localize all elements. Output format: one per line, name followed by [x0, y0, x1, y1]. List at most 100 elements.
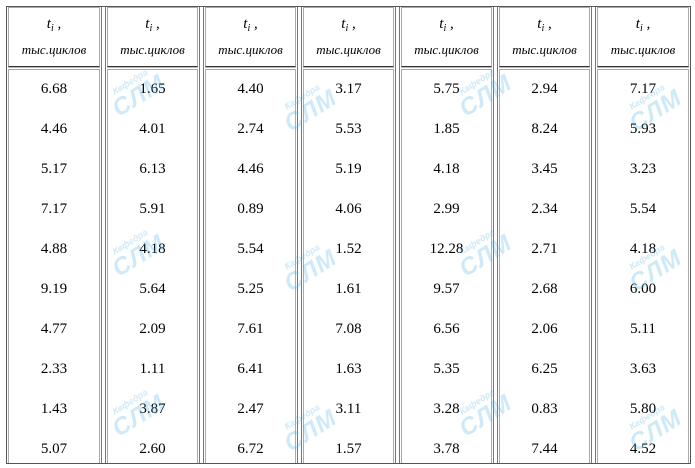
header-symbol: ti ,: [341, 16, 356, 34]
table-cell: 3.11: [335, 401, 362, 417]
header-symbol-subscript: i: [345, 23, 349, 34]
header-symbol-subscript: i: [443, 23, 447, 34]
header-symbol-letter: t: [439, 16, 444, 32]
data-table: ti , тыс.циклов 6.68 4.46 5.17 7.17 4.88 9.19 4.…: [6, 6, 691, 464]
table-cell: 4.18: [139, 241, 166, 257]
header-unit: тыс.циклов: [218, 42, 283, 57]
table-cell: 1.63: [335, 361, 362, 377]
header-symbol: ti ,: [46, 16, 62, 34]
column-header: ti , тыс.циклов: [401, 7, 492, 67]
table-cell: 12.28: [429, 241, 464, 257]
table-cell: 5.19: [335, 161, 362, 177]
table-cell: 2.34: [531, 201, 558, 217]
table-column: ti , тыс.циклов 4.40 2.74 4.46 0.89 5.54 5.25 7.…: [203, 7, 298, 463]
header-symbol: ti ,: [439, 16, 454, 34]
table-cell: 9.19: [40, 281, 68, 297]
table-cell: 4.40: [237, 81, 264, 97]
table-cell: 1.61: [335, 281, 362, 297]
table-cell: 5.93: [629, 121, 657, 137]
header-symbol: ti ,: [243, 16, 258, 34]
header-unit: тыс.циклов: [316, 42, 381, 57]
column-header: ti , тыс.циклов: [205, 7, 296, 67]
table-column: ti , тыс.циклов 5.75 1.85 4.18 2.99 12.28 9.57 6…: [399, 7, 494, 463]
column-body: 7.17 5.93 3.23 5.54 4.18 6.00 5.11 3.63 5.80 4.52: [597, 69, 689, 463]
table-cell: 6.41: [237, 361, 264, 377]
table-cell: 1.65: [139, 81, 166, 97]
table-cell: 2.60: [139, 441, 166, 457]
table-cell: 3.87: [139, 401, 166, 417]
table-column: ti , тыс.циклов 7.17 5.93 3.23 5.54 4.18 6.00 5.…: [595, 7, 690, 463]
table-cell: 0.83: [531, 401, 558, 417]
header-unit: тыс.циклов: [414, 42, 479, 57]
table-cell: 4.52: [629, 441, 657, 457]
table-cell: 2.33: [40, 361, 68, 377]
table-cell: 5.80: [629, 401, 657, 417]
table-cell: 3.63: [629, 361, 657, 377]
table-cell: 4.46: [237, 161, 264, 177]
table-cell: 6.13: [139, 161, 166, 177]
table-cell: 3.17: [335, 81, 362, 97]
table-cell: 6.00: [629, 281, 657, 297]
column-header: ti , тыс.циклов: [597, 7, 689, 67]
table-cell: 5.54: [629, 201, 657, 217]
column-header: ti , тыс.циклов: [499, 7, 590, 67]
column-body: 6.68 4.46 5.17 7.17 4.88 9.19 4.77 2.33 1.43 5.07: [8, 69, 100, 463]
table-column: ti , тыс.циклов 2.94 8.24 3.45 2.34 2.71 2.68 2.…: [497, 7, 592, 463]
column-body: 4.40 2.74 4.46 0.89 5.54 5.25 7.61 6.41 2.47 6.72: [205, 69, 296, 463]
table-cell: 2.74: [237, 121, 264, 137]
table-cell: 5.54: [237, 241, 264, 257]
table-cell: 5.35: [433, 361, 460, 377]
column-header: ti , тыс.циклов: [303, 7, 394, 67]
column-body: 1.65 4.01 6.13 5.91 4.18 5.64 2.09 1.11 3.87 2.60: [107, 69, 198, 463]
table-cell: 7.08: [335, 321, 362, 337]
header-symbol: ti ,: [145, 16, 160, 34]
table-cell: 4.88: [40, 241, 68, 257]
header-symbol-letter: t: [243, 16, 248, 32]
table-cell: 8.24: [531, 121, 558, 137]
column-header: ti , тыс.циклов: [8, 7, 100, 67]
column-body: 3.17 5.53 5.19 4.06 1.52 1.61 7.08 1.63 3.11 1.57: [303, 69, 394, 463]
table-cell: 2.94: [531, 81, 558, 97]
table-cell: 4.18: [433, 161, 460, 177]
table-cell: 2.47: [237, 401, 264, 417]
table-cell: 1.85: [433, 121, 460, 137]
header-symbol-letter: t: [145, 16, 150, 32]
header-symbol-subscript: i: [541, 23, 545, 34]
table-column: ti , тыс.циклов 1.65 4.01 6.13 5.91 4.18 5.64 2.…: [105, 7, 200, 463]
table-cell: 4.01: [139, 121, 166, 137]
table-cell: 5.17: [40, 161, 68, 177]
header-symbol: ti ,: [537, 16, 552, 34]
table-cell: 4.46: [40, 121, 68, 137]
header-unit: тыс.циклов: [21, 42, 87, 57]
table-cell: 3.45: [531, 161, 558, 177]
header-symbol-letter: t: [46, 16, 51, 32]
header-symbol-letter: t: [341, 16, 346, 32]
table-cell: 2.06: [531, 321, 558, 337]
table-cell: 7.17: [629, 81, 657, 97]
table-cell: 5.25: [237, 281, 264, 297]
table-cell: 3.28: [433, 401, 460, 417]
table-column: ti , тыс.циклов 6.68 4.46 5.17 7.17 4.88 9.19 4.…: [7, 7, 102, 463]
column-header: ti , тыс.циклов: [107, 7, 198, 67]
table-cell: 4.06: [335, 201, 362, 217]
table-cell: 9.57: [433, 281, 460, 297]
table-cell: 0.89: [237, 201, 264, 217]
table-cell: 5.07: [40, 441, 68, 457]
table-cell: 5.11: [630, 321, 656, 337]
column-body: 2.94 8.24 3.45 2.34 2.71 2.68 2.06 6.25 0.83 7.44: [499, 69, 590, 463]
header-symbol-letter: t: [537, 16, 542, 32]
table-cell: 5.64: [139, 281, 166, 297]
table-cell: 3.78: [433, 441, 460, 457]
header-symbol-subscript: i: [639, 23, 643, 34]
table-cell: 1.11: [139, 361, 166, 377]
table-cell: 2.71: [531, 241, 558, 257]
table-cell: 7.17: [40, 201, 68, 217]
header-unit: тыс.циклов: [512, 42, 577, 57]
table-cell: 1.57: [335, 441, 362, 457]
table-cell: 6.68: [40, 81, 68, 97]
table-cell: 6.25: [531, 361, 558, 377]
table-cell: 7.44: [531, 441, 558, 457]
table-cell: 2.09: [139, 321, 166, 337]
table-cell: 5.91: [139, 201, 166, 217]
table-cell: 6.56: [433, 321, 460, 337]
